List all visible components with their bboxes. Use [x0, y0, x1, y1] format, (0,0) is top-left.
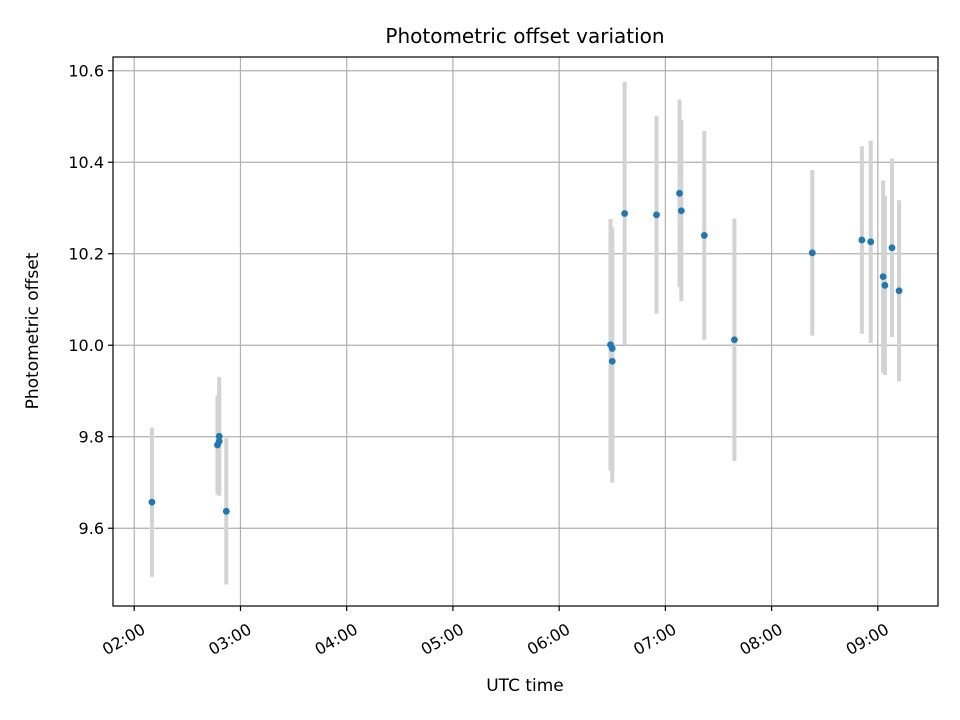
chart-title: Photometric offset variation	[385, 24, 664, 48]
data-point	[608, 345, 616, 352]
data-point	[222, 507, 230, 515]
data-point	[881, 281, 889, 289]
data-point	[867, 238, 875, 246]
y-tick-label: 10.0	[68, 336, 104, 355]
data-point	[215, 432, 223, 440]
data-point	[731, 336, 738, 344]
y-tick-label: 10.2	[68, 245, 104, 264]
data-point	[879, 273, 887, 280]
data-point	[700, 232, 708, 239]
data-point	[858, 236, 866, 244]
data-point	[677, 207, 685, 215]
data-point	[148, 498, 156, 506]
data-point	[608, 357, 616, 365]
x-axis-label: UTC time	[486, 676, 564, 696]
y-tick-label: 10.4	[68, 153, 104, 172]
y-tick-label: 9.6	[79, 519, 104, 538]
data-point	[888, 244, 896, 252]
data-point	[621, 210, 629, 217]
data-point	[808, 249, 816, 257]
y-tick-label: 10.6	[68, 62, 104, 81]
data-point	[895, 287, 903, 295]
grid	[113, 57, 938, 606]
y-axis-label: Photometric offset	[23, 252, 43, 409]
y-tick-label: 9.8	[79, 428, 104, 447]
data-point	[215, 437, 223, 445]
data-points	[148, 189, 903, 515]
plot-area-frame	[112, 56, 939, 607]
data-point	[653, 211, 660, 219]
data-point	[676, 189, 683, 197]
